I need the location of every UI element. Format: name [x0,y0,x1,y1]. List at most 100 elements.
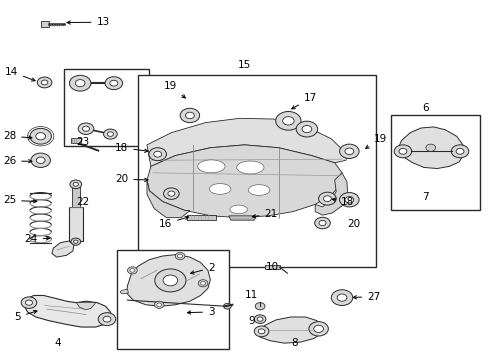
Text: 7: 7 [422,192,428,202]
Ellipse shape [209,184,230,194]
Text: 20: 20 [347,219,360,229]
Circle shape [107,132,113,136]
Bar [72,187,80,207]
Circle shape [36,157,45,163]
Polygon shape [147,145,341,218]
Bar [264,265,279,269]
Circle shape [21,297,37,309]
Text: 5: 5 [15,310,37,322]
Ellipse shape [236,161,264,174]
Circle shape [130,269,135,272]
Circle shape [36,133,45,140]
Ellipse shape [197,160,224,173]
Circle shape [198,280,207,287]
Circle shape [314,217,330,229]
Bar [71,138,81,143]
Circle shape [163,188,179,199]
Bar [138,75,375,267]
Text: 13: 13 [67,17,109,27]
Circle shape [154,301,163,309]
Circle shape [155,269,185,292]
Circle shape [175,252,184,260]
Circle shape [82,126,89,131]
Circle shape [336,294,346,301]
Circle shape [318,192,335,205]
Circle shape [344,148,353,154]
Polygon shape [120,289,128,294]
Text: 22: 22 [76,197,89,207]
Text: 24: 24 [24,234,49,244]
Circle shape [339,144,358,158]
Circle shape [105,77,122,90]
Circle shape [185,112,194,119]
Circle shape [223,303,231,309]
Circle shape [200,282,205,285]
Circle shape [41,80,48,85]
Circle shape [398,148,406,154]
Circle shape [308,321,328,336]
Circle shape [425,144,435,151]
Text: 3: 3 [187,307,214,317]
Circle shape [339,193,358,207]
Ellipse shape [248,185,269,195]
Text: 26: 26 [3,156,32,166]
Circle shape [30,129,51,144]
Circle shape [275,112,301,130]
Circle shape [313,325,323,332]
Polygon shape [258,317,323,343]
Polygon shape [126,255,210,306]
Circle shape [78,123,94,134]
Circle shape [330,290,352,306]
Text: 18: 18 [115,143,148,153]
Circle shape [180,108,199,123]
Bar [41,22,49,27]
Text: 11: 11 [244,291,258,301]
Circle shape [282,117,293,125]
Bar [390,116,479,211]
Circle shape [71,238,81,245]
Circle shape [103,316,111,322]
Circle shape [110,80,118,86]
Bar [69,207,82,241]
Circle shape [153,151,162,157]
Polygon shape [24,296,112,327]
Circle shape [70,180,81,189]
Text: 6: 6 [422,103,428,113]
Circle shape [73,240,78,243]
Polygon shape [147,118,346,166]
Circle shape [75,80,85,87]
Circle shape [163,275,177,286]
Text: 15: 15 [237,60,251,70]
Text: 25: 25 [3,195,37,206]
Circle shape [257,317,263,321]
Circle shape [127,267,137,274]
Text: 18: 18 [331,197,354,207]
Polygon shape [147,180,189,218]
Circle shape [254,315,265,323]
Circle shape [455,148,463,154]
Circle shape [37,77,52,88]
Circle shape [318,220,325,226]
Circle shape [258,329,264,334]
Circle shape [73,183,78,186]
Circle shape [255,303,264,310]
Text: 23: 23 [76,137,89,147]
Text: 14: 14 [5,67,35,81]
Text: 19: 19 [163,81,185,98]
Circle shape [344,197,353,203]
Text: 28: 28 [3,131,32,141]
Circle shape [149,148,166,161]
Text: 17: 17 [291,93,316,109]
Text: 16: 16 [159,216,188,229]
Polygon shape [315,173,347,215]
Text: 27: 27 [352,292,380,302]
Ellipse shape [229,205,247,214]
Polygon shape [76,303,96,310]
Circle shape [177,254,182,258]
Circle shape [25,300,32,305]
Circle shape [450,145,468,158]
Bar [117,250,228,348]
Circle shape [103,129,117,139]
Circle shape [31,153,50,167]
Polygon shape [52,241,74,257]
